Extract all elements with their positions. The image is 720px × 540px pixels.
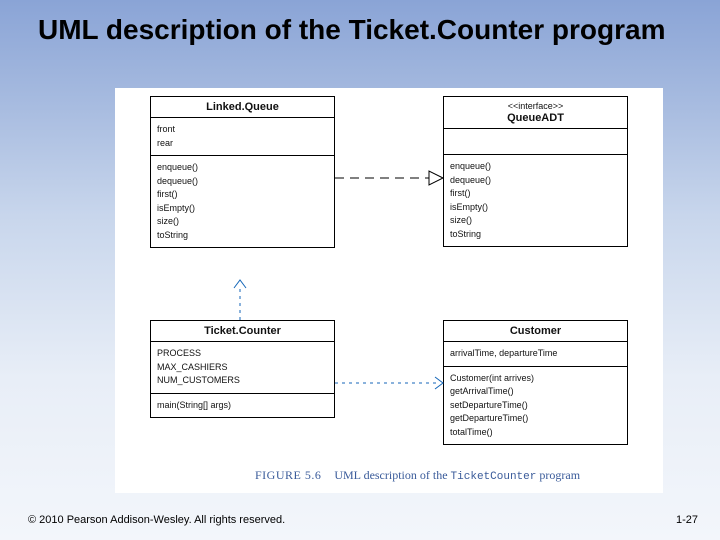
class-operations: main(String[] args) [151, 394, 334, 418]
op: size() [157, 215, 328, 229]
op: totalTime() [450, 426, 621, 440]
realization-arrowhead-icon [429, 171, 443, 185]
attr: MAX_CASHIERS [157, 361, 328, 375]
slide-number: 1-27 [676, 514, 698, 526]
attr: front [157, 123, 328, 137]
class-operations: Customer(int arrives) getArrivalTime() s… [444, 367, 627, 445]
op: first() [157, 188, 328, 202]
class-name: Ticket.Counter [151, 321, 334, 342]
class-name: <<interface>> QueueADT [444, 97, 627, 129]
slide: UML description of the Ticket.Counter pr… [0, 0, 720, 540]
class-customer: Customer arrivalTime, departureTime Cust… [443, 320, 628, 445]
class-linkedqueue: Linked.Queue front rear enqueue() dequeu… [150, 96, 335, 248]
class-name-text: QueueADT [507, 112, 564, 124]
attr: arrivalTime, departureTime [450, 347, 621, 361]
op: main(String[] args) [157, 399, 328, 413]
slide-title: UML description of the Ticket.Counter pr… [38, 14, 678, 46]
op: first() [450, 187, 621, 201]
copyright: © 2010 Pearson Addison-Wesley. All right… [28, 514, 285, 526]
class-attributes [444, 129, 627, 155]
class-attributes: front rear [151, 118, 334, 156]
op: setDepartureTime() [450, 399, 621, 413]
figure-caption-mono: TicketCounter [451, 471, 537, 483]
op: size() [450, 214, 621, 228]
attr: NUM_CUSTOMERS [157, 374, 328, 388]
figure-number: FIGURE 5.6 [255, 468, 321, 482]
op: toString [450, 228, 621, 242]
op: getDepartureTime() [450, 412, 621, 426]
uml-figure: Linked.Queue front rear enqueue() dequeu… [115, 88, 663, 493]
op: isEmpty() [450, 201, 621, 215]
class-attributes: PROCESS MAX_CASHIERS NUM_CUSTOMERS [151, 342, 334, 394]
op: Customer(int arrives) [450, 372, 621, 386]
dependency-tc-lq-arrowhead-icon [234, 280, 246, 288]
op: dequeue() [450, 174, 621, 188]
class-name: Customer [444, 321, 627, 342]
op: enqueue() [450, 160, 621, 174]
class-operations: enqueue() dequeue() first() isEmpty() si… [444, 155, 627, 246]
figure-caption-tail: program [536, 468, 580, 482]
figure-caption-text: UML description of the [334, 468, 450, 482]
op: enqueue() [157, 161, 328, 175]
attr: rear [157, 137, 328, 151]
class-name: Linked.Queue [151, 97, 334, 118]
figure-caption: FIGURE 5.6 UML description of the Ticket… [255, 468, 580, 483]
class-attributes: arrivalTime, departureTime [444, 342, 627, 367]
op: dequeue() [157, 175, 328, 189]
op: isEmpty() [157, 202, 328, 216]
op: toString [157, 229, 328, 243]
dependency-tc-cust-arrowhead-icon [435, 377, 443, 389]
class-queueadt: <<interface>> QueueADT enqueue() dequeue… [443, 96, 628, 247]
op: getArrivalTime() [450, 385, 621, 399]
attr: PROCESS [157, 347, 328, 361]
class-operations: enqueue() dequeue() first() isEmpty() si… [151, 156, 334, 247]
class-ticketcounter: Ticket.Counter PROCESS MAX_CASHIERS NUM_… [150, 320, 335, 418]
stereotype: <<interface>> [446, 101, 625, 111]
